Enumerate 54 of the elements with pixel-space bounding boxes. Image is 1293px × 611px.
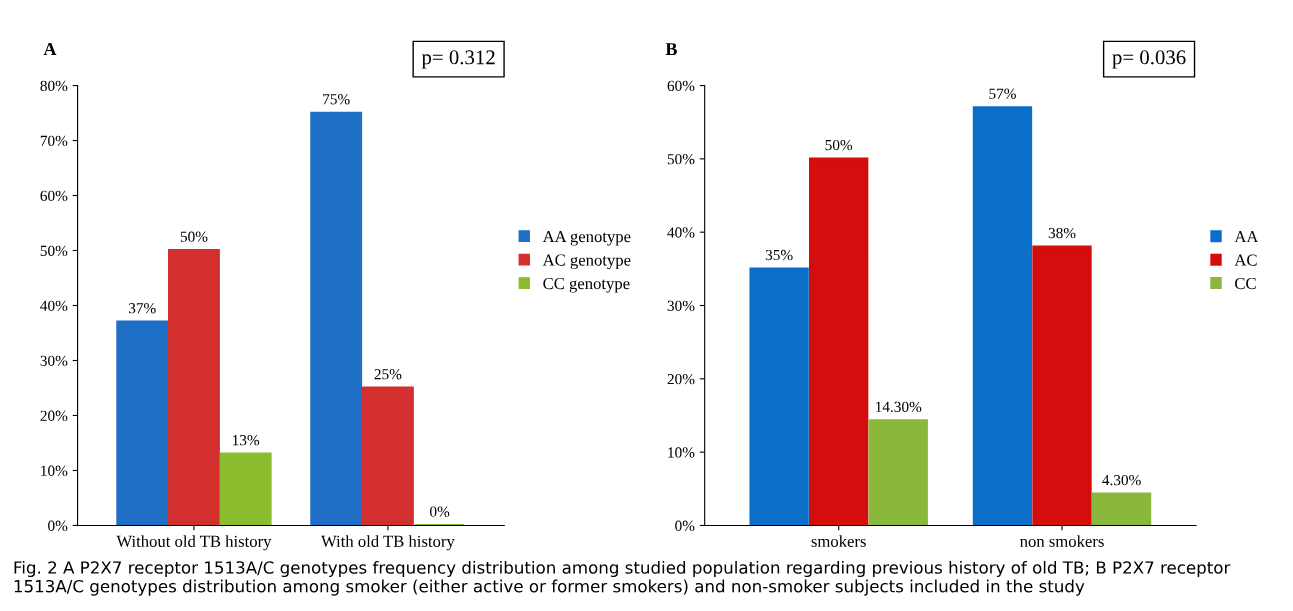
data-label: 4.30%	[1102, 474, 1141, 486]
legend-label: AC genotype	[542, 254, 631, 270]
y-tick-label: 40%	[40, 300, 68, 311]
y-tick-label: 40%	[667, 227, 695, 238]
y-tick-label: 60%	[667, 80, 695, 92]
text: p= 0.312	[421, 50, 495, 69]
legend-label: AA genotype	[542, 230, 631, 246]
y-tick-label: 10%	[41, 465, 68, 476]
caption: Fig. 2 A P2X7 receptor 1513A/C genotypes frequency distribution among studied population regarding previous history of old TB; B P2X7 receptor 1513A/C genotypes distribution among smoker (either active or former smokers) and non-smoker subjects included in the study	[14, 560, 1231, 596]
y-tick-label: 20%	[40, 410, 68, 421]
bar	[219, 452, 272, 526]
legend-label: CC	[1235, 277, 1256, 290]
x-tick-label: With old TB history	[321, 535, 455, 551]
y-tick-label: 50%	[40, 245, 68, 257]
data-label: 57%	[989, 88, 1016, 99]
bar	[116, 320, 169, 526]
y-tick-label: 0%	[48, 520, 68, 531]
bar	[809, 157, 869, 526]
x-tick-label: Without old TB history	[116, 535, 272, 551]
data-label: 0%	[430, 506, 450, 517]
x-tick-label: non smokers	[1020, 535, 1104, 547]
data-label: 25%	[374, 369, 402, 380]
data-label: 50%	[825, 139, 853, 151]
y-tick-label: 0%	[675, 520, 695, 531]
data-label: 75%	[323, 94, 350, 105]
bar	[1032, 245, 1092, 526]
data-label: 14.30%	[876, 401, 922, 413]
data-label: 37%	[128, 303, 156, 314]
x-tick-label: smokers	[811, 535, 866, 547]
y-tick-label: 70%	[40, 135, 68, 147]
chart-title: B	[665, 43, 677, 56]
legend-label: AA	[1234, 231, 1259, 243]
data-label: 38%	[1048, 227, 1076, 239]
legend-label: AC	[1234, 254, 1257, 266]
bar	[1091, 492, 1152, 526]
y-tick-label: 50%	[667, 154, 695, 165]
data-label: 35%	[765, 249, 793, 261]
bar	[167, 249, 220, 526]
bar	[868, 419, 928, 526]
y-tick-label: 30%	[40, 355, 68, 366]
data-label: 50%	[180, 231, 208, 242]
y-tick-label: 30%	[667, 300, 695, 311]
legend-label: CC genotype	[543, 277, 630, 293]
bar	[310, 111, 363, 526]
bar	[972, 106, 1033, 526]
data-label: 13%	[233, 435, 260, 446]
y-tick-label: 80%	[40, 80, 68, 92]
y-tick-label: 10%	[668, 447, 695, 458]
chart-title: A	[43, 43, 57, 55]
y-tick-label: 20%	[667, 373, 695, 385]
text: p= 0.036	[1112, 50, 1186, 69]
y-tick-label: 60%	[40, 190, 68, 202]
bar	[361, 386, 414, 526]
bar	[749, 267, 809, 526]
